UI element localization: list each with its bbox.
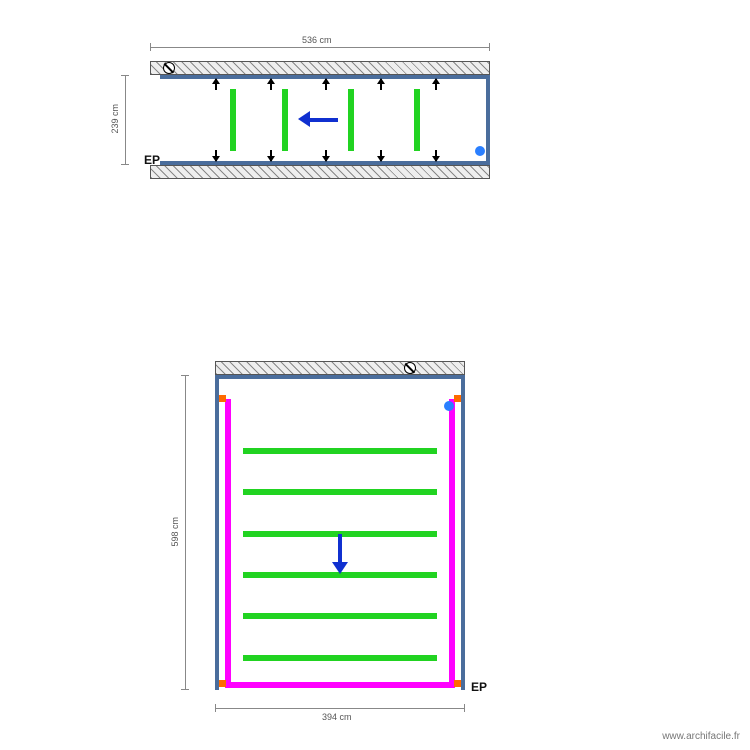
d1-dim-w-label: 536 cm [302, 35, 332, 45]
d1-green-bar [230, 89, 236, 151]
d2-dim-w-tick [464, 704, 465, 712]
d2-green-bar [243, 448, 437, 454]
d1-arrow-up-head [432, 78, 440, 84]
d2-green-bar [243, 613, 437, 619]
d2-green-bar [243, 655, 437, 661]
d1-socket-icon [163, 62, 175, 74]
d1-arrow-up-head [212, 78, 220, 84]
d1-ep-label: EP [144, 153, 160, 167]
d2-big-arrow-head [332, 562, 348, 574]
d2-dim-w-line [215, 708, 465, 709]
site-url: www.archifacile.fr [662, 731, 740, 742]
d2-hatch-top [215, 361, 465, 375]
d2-blue-dot [444, 401, 454, 411]
canvas: 536 cm 239 cm EP 394 cm 598 cm EP [0, 0, 750, 750]
d1-big-arrow-head [298, 111, 310, 127]
d1-arrow-down-head [322, 156, 330, 162]
d2-dim-w-label: 394 cm [322, 712, 352, 722]
d2-dim-w-tick [215, 704, 216, 712]
d2-dim-h-tick [181, 689, 189, 690]
d1-dim-w-tick [150, 43, 151, 51]
d2-corner [454, 680, 461, 687]
d2-dim-h-tick [181, 375, 189, 376]
d2-corner [454, 395, 461, 402]
d1-dim-w-tick [489, 43, 490, 51]
d1-dim-h-line [125, 75, 126, 165]
d1-arrow-up-head [377, 78, 385, 84]
d1-arrow-down-head [212, 156, 220, 162]
d1-arrow-down-head [377, 156, 385, 162]
d2-magenta-left [225, 399, 231, 682]
d2-dim-h-label: 598 cm [170, 517, 180, 547]
d1-dim-h-tick [121, 164, 129, 165]
d1-green-bar [348, 89, 354, 151]
d1-hatch-bottom [150, 165, 490, 179]
d1-dim-h-tick [121, 75, 129, 76]
d2-ep-label: EP [471, 680, 487, 694]
d1-arrow-up-head [322, 78, 330, 84]
d1-hatch-top [150, 61, 490, 75]
d1-green-bar [414, 89, 420, 151]
d1-arrow-up-head [267, 78, 275, 84]
d1-green-bar [282, 89, 288, 151]
d2-corner [219, 680, 226, 687]
d2-big-arrow-shaft [338, 534, 342, 562]
d2-corner [219, 395, 226, 402]
d2-dim-h-line [185, 375, 186, 690]
d2-green-bar [243, 489, 437, 495]
d1-blue-dot [475, 146, 485, 156]
d2-magenta-right [449, 399, 455, 682]
d1-big-arrow-shaft [310, 118, 338, 122]
d1-arrow-down-head [267, 156, 275, 162]
d2-socket-icon [404, 362, 416, 374]
d2-magenta-bottom [225, 682, 455, 688]
d1-dim-w-line [150, 47, 490, 48]
d1-arrow-down-head [432, 156, 440, 162]
d1-dim-h-label: 239 cm [110, 104, 120, 134]
